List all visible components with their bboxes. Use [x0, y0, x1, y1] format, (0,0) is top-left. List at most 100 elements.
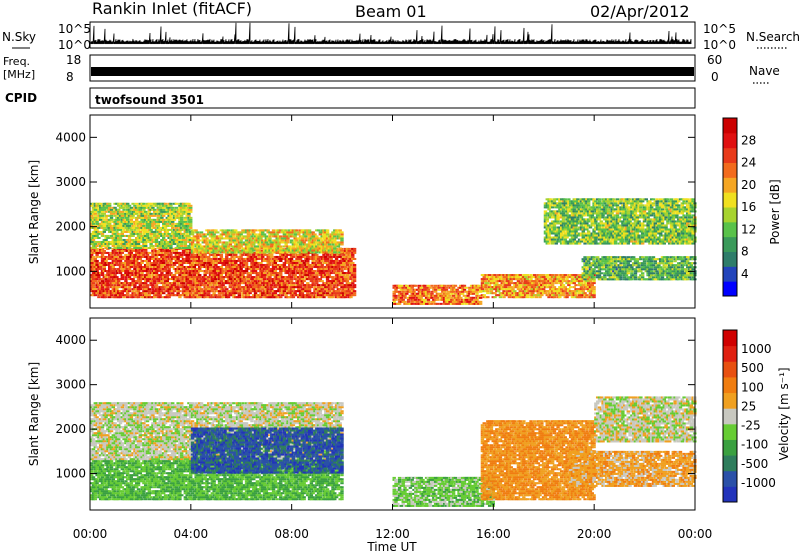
- data-cell: [153, 272, 157, 275]
- data-cell: [318, 278, 323, 281]
- data-cell: [223, 263, 227, 267]
- data-cell: [403, 296, 407, 299]
- data-cell: [126, 272, 130, 275]
- data-cell: [151, 261, 155, 264]
- data-cell: [136, 274, 141, 277]
- data-cell: [237, 270, 242, 273]
- data-cell: [295, 239, 299, 242]
- data-cell: [478, 296, 483, 299]
- nsearch-tick-top: 10^5: [703, 22, 736, 36]
- data-cell: [394, 288, 398, 291]
- data-cell: [104, 282, 108, 285]
- data-cell: [208, 257, 213, 260]
- data-cell: [343, 296, 348, 299]
- data-cell: [153, 266, 157, 269]
- data-cell: [178, 294, 182, 297]
- data-cell: [102, 294, 107, 297]
- data-cell: [127, 247, 132, 250]
- data-cell: [135, 296, 139, 299]
- data-cell: [214, 255, 218, 258]
- data-cell: [129, 263, 134, 267]
- data-cell: [133, 276, 137, 279]
- data-cell: [102, 245, 107, 248]
- data-cell: [135, 294, 139, 297]
- data-cell: [172, 242, 177, 246]
- data-cell: [145, 284, 150, 287]
- data-cell: [261, 270, 265, 273]
- data-cell: [95, 272, 99, 275]
- data-cell: [133, 274, 137, 277]
- data-cell: [210, 241, 215, 244]
- data-cell: [228, 243, 233, 246]
- data-cell: [144, 242, 148, 246]
- data-cell: [133, 259, 137, 262]
- data-cell: [160, 257, 164, 260]
- data-cell: [109, 294, 114, 297]
- data-cell: [169, 294, 173, 297]
- data-cell: [397, 290, 402, 293]
- data-cell: [298, 261, 303, 264]
- data-cell: [99, 278, 103, 281]
- data-cell: [250, 290, 254, 293]
- data-cell: [151, 245, 155, 248]
- data-cell: [293, 235, 297, 238]
- data-cell: [430, 292, 434, 295]
- data-cell: [91, 268, 96, 271]
- data-cell: [126, 268, 130, 271]
- data-cell: [169, 266, 173, 269]
- nave-tick-top: 60: [707, 53, 722, 67]
- data-cell: [250, 263, 254, 267]
- data-cell: [230, 259, 234, 262]
- data-cell: [214, 257, 218, 260]
- data-cell: [145, 257, 150, 260]
- data-cell: [144, 245, 148, 248]
- data-cell: [167, 270, 171, 273]
- data-cell: [448, 294, 452, 297]
- nsearch-label: N.Search: [746, 30, 800, 44]
- data-cell: [212, 257, 216, 260]
- data-cell: [99, 261, 103, 264]
- data-cell: [95, 263, 99, 267]
- data-cell: [135, 290, 139, 293]
- data-cell: [325, 272, 330, 275]
- data-cell: [199, 288, 204, 291]
- data-cell: [100, 259, 105, 262]
- data-cell: [266, 229, 270, 232]
- data-cell: [280, 255, 285, 258]
- data-cell: [403, 300, 407, 303]
- data-cell: [113, 255, 117, 258]
- data-cell: [189, 270, 193, 273]
- data-cell: [145, 270, 150, 273]
- data-cell: [183, 220, 188, 223]
- data-cell: [165, 280, 170, 283]
- data-cell: [162, 257, 166, 260]
- data-cell: [136, 280, 141, 283]
- data-cell: [225, 268, 229, 271]
- data-cell: [279, 247, 283, 250]
- data-cell: [216, 270, 220, 273]
- data-cell: [212, 233, 216, 236]
- data-cell: [165, 222, 170, 225]
- data-cell: [185, 290, 189, 293]
- data-cell: [176, 288, 180, 291]
- data-cell: [495, 282, 499, 285]
- data-cell: [165, 276, 170, 279]
- data-cell: [239, 276, 243, 279]
- data-cell: [109, 286, 114, 289]
- data-cell: [187, 266, 191, 269]
- data-cell: [208, 266, 213, 269]
- data-cell: [120, 282, 125, 285]
- data-cell: [183, 208, 188, 211]
- data-cell: [131, 259, 135, 262]
- data-cell: [257, 249, 261, 252]
- data-cell: [174, 206, 179, 209]
- data-cell: [118, 261, 123, 264]
- data-cell: [151, 272, 155, 275]
- data-cell: [180, 242, 184, 246]
- data-cell: [208, 253, 213, 256]
- data-cell: [259, 261, 263, 264]
- data-cell: [194, 290, 198, 293]
- data-cell: [336, 249, 341, 252]
- data-cell: [95, 266, 99, 269]
- data-cell: [352, 247, 357, 250]
